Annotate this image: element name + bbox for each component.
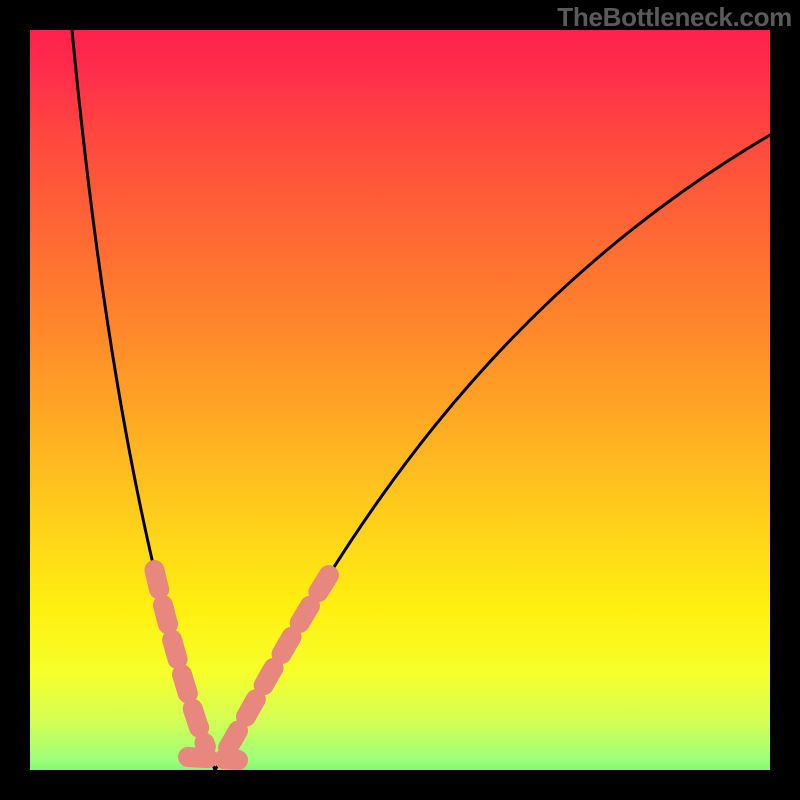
marker-dashes-base	[188, 757, 238, 760]
marker-dashes-right	[228, 571, 332, 748]
curve-right-arm	[215, 135, 770, 770]
chart-canvas: TheBottleneck.com	[0, 0, 800, 800]
marker-dashes-left	[155, 570, 206, 747]
frame-border-right	[770, 0, 800, 800]
bottleneck-curve	[0, 0, 800, 800]
frame-border-left	[0, 0, 30, 800]
watermark-text: TheBottleneck.com	[557, 2, 792, 33]
frame-border-bottom	[0, 770, 800, 800]
curve-left-arm	[72, 30, 215, 770]
